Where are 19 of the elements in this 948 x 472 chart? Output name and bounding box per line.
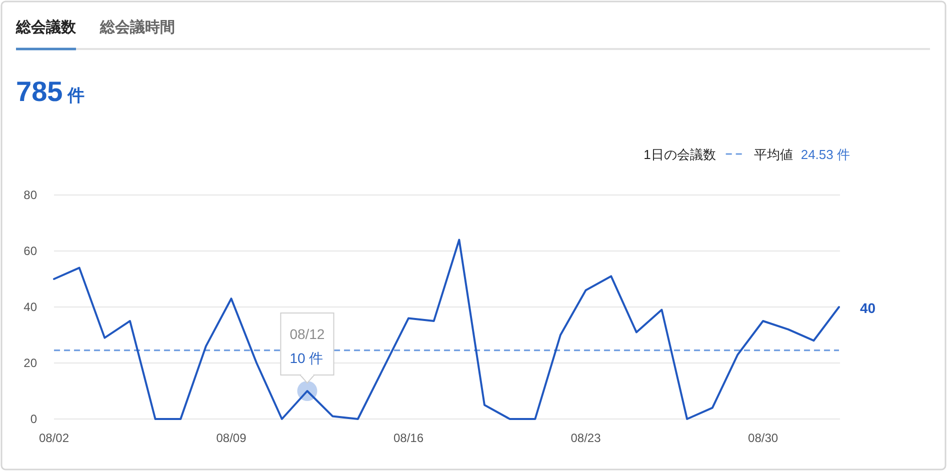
y-tick-label: 0	[30, 412, 38, 426]
x-tick-label: 08/09	[216, 431, 247, 445]
text: 1日の会議数	[644, 147, 716, 162]
x-tick-label: 08/23	[570, 431, 602, 445]
y-tick-label: 40	[24, 300, 38, 314]
x-tick-label: 08/16	[394, 431, 424, 445]
chart-title: 総会議数	[15, 18, 77, 36]
text: 総会議時間	[99, 18, 175, 36]
y-tick-label: 60	[24, 244, 38, 258]
x-tick-label: 08/02	[38, 431, 70, 445]
y-tick-label: 80	[24, 188, 38, 202]
chart-subtitle: 785 件	[16, 76, 84, 107]
data-label: 40	[860, 300, 876, 316]
y-tick-label: 20	[24, 356, 38, 370]
line-series	[53, 238, 840, 420]
annotation: 10 件	[290, 350, 324, 366]
legend-label: 平均値 24.53 件	[754, 147, 850, 162]
annotation: 08/12	[290, 326, 325, 342]
x-tick-label: 08/30	[748, 431, 778, 445]
